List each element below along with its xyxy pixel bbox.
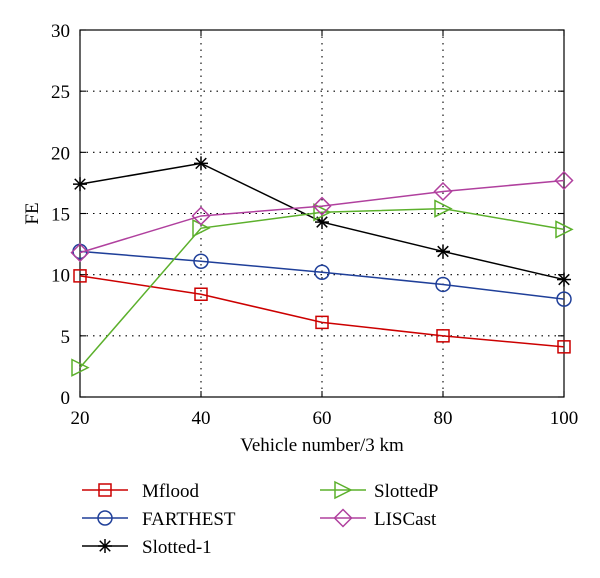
marker-asterisk [73, 177, 87, 192]
series-group [70, 156, 574, 377]
marker-square [315, 315, 329, 330]
marker-circle [97, 510, 113, 526]
series-line [79, 207, 565, 369]
series-line [79, 250, 565, 300]
marker-asterisk [436, 244, 450, 259]
series-farthest [72, 243, 572, 307]
y-tick-label: 10 [51, 266, 70, 287]
marker-square [194, 287, 208, 301]
marker-square [73, 269, 87, 283]
x-tick-label: 80 [434, 408, 453, 429]
legend-label: Mflood [142, 481, 200, 502]
marker-asterisk [315, 215, 329, 230]
y-tick-label: 25 [51, 82, 70, 103]
series-mflood [73, 269, 571, 354]
series-slottedp [71, 199, 574, 377]
series-liscast [70, 170, 574, 263]
legend-item-slottedp: SlottedP [320, 480, 438, 502]
legend-label: SlottedP [374, 481, 438, 502]
marker-square [436, 329, 450, 343]
legend-item-slotted-1: Slotted-1 [82, 537, 212, 558]
marker-diamond [554, 170, 574, 191]
x-tick-label: 40 [192, 408, 211, 429]
grid [80, 30, 564, 397]
marker-circle [435, 276, 451, 293]
x-tick-label: 20 [71, 408, 90, 429]
marker-triangle [334, 480, 353, 500]
x-tick-label: 60 [313, 408, 332, 429]
y-tick-label: 30 [51, 21, 70, 42]
legend-label: LISCast [374, 509, 437, 530]
series-line [79, 179, 565, 254]
marker-asterisk [98, 539, 112, 553]
axis-ticks: 20 40 60 80 100 0 5 10 15 20 25 30 [51, 21, 578, 429]
x-axis-label: Vehicle number/3 km [240, 435, 404, 456]
legend-label: FARTHEST [142, 509, 236, 530]
marker-circle [314, 264, 330, 280]
marker-triangle [434, 199, 453, 218]
series-slotted-1 [73, 156, 571, 287]
marker-circle [193, 253, 209, 269]
legend-item-liscast: LISCast [320, 508, 437, 530]
marker-diamond [433, 181, 453, 202]
legend-item-farthest: FARTHEST [82, 509, 236, 530]
marker-diamond [333, 508, 353, 528]
legend-label: Slotted-1 [142, 537, 212, 558]
marker-square [557, 340, 571, 354]
x-tick-label: 100 [550, 408, 579, 429]
y-tick-label: 0 [61, 388, 71, 409]
y-tick-label: 20 [51, 143, 70, 164]
marker-triangle [313, 203, 332, 222]
marker-asterisk [557, 272, 571, 287]
marker-diamond [70, 243, 90, 263]
marker-triangle [71, 358, 90, 377]
marker-circle [556, 291, 572, 307]
marker-triangle [555, 220, 574, 239]
series-line [79, 275, 565, 348]
marker-asterisk [194, 156, 208, 171]
y-tick-label: 15 [51, 205, 70, 226]
legend-item-mflood: Mflood [82, 481, 200, 502]
marker-diamond [312, 196, 332, 216]
y-tick-label: 5 [61, 327, 71, 348]
y-axis-label: FE [22, 202, 43, 224]
marker-diamond [191, 206, 211, 226]
marker-square [98, 483, 112, 497]
legend: Mflood FARTHEST Slotted-1 SlottedP LISCast [82, 480, 438, 558]
